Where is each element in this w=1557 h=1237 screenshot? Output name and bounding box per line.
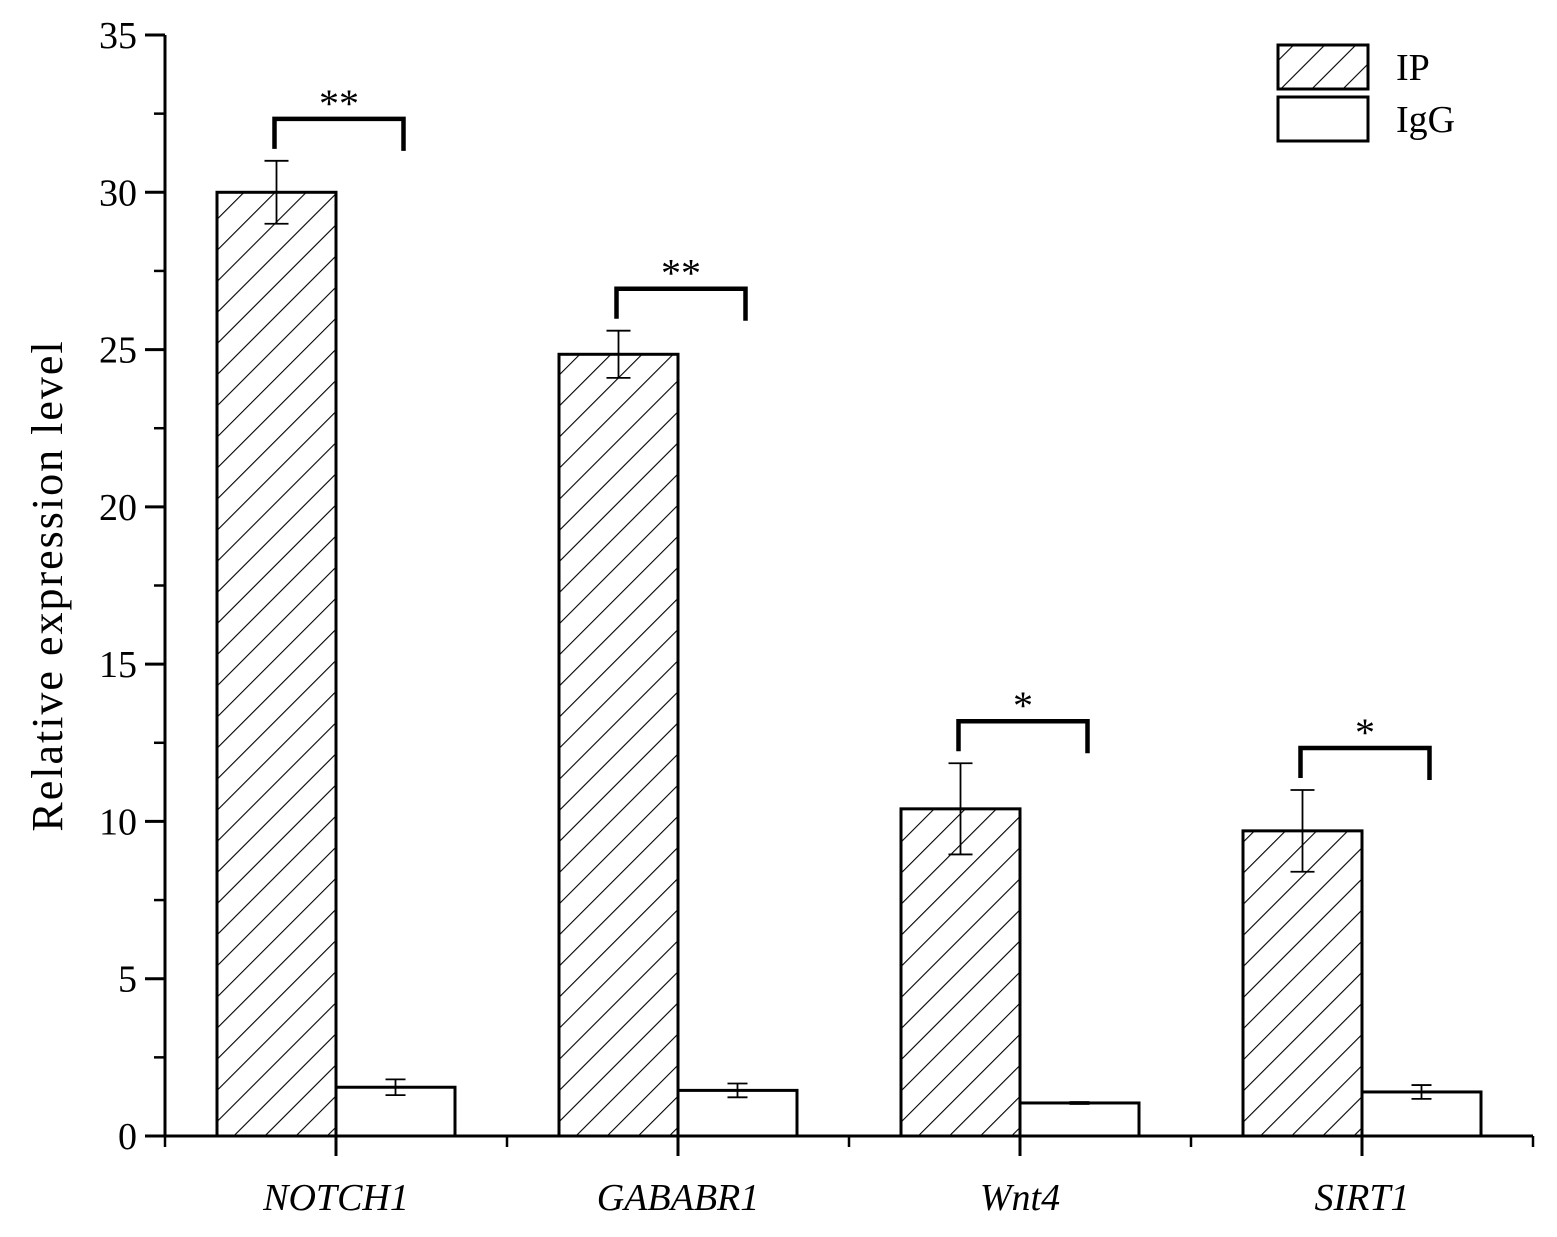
y-tick-label: 20 [99, 487, 137, 529]
y-tick-label: 10 [99, 801, 137, 843]
error-bars [264, 159, 1432, 1105]
significance-label: * [1013, 683, 1033, 728]
y-tick-label: 5 [118, 959, 137, 1001]
y-tick-label: 25 [99, 330, 137, 372]
x-tick-label: NOTCH1 [262, 1177, 409, 1219]
bars [215, 190, 1483, 1138]
legend: IP IgG [1276, 43, 1455, 143]
y-tick-label: 15 [99, 644, 137, 686]
legend-swatch-igg [1276, 95, 1370, 143]
bar-ip [557, 352, 680, 1138]
legend-swatch-ip [1276, 43, 1370, 91]
significance-brackets: ****** [272, 81, 1432, 780]
significance-bracket [956, 718, 1090, 754]
x-tick-label: Wnt4 [980, 1177, 1060, 1219]
y-axis-title: Relative expression level [23, 339, 72, 831]
bar-igg [1018, 1101, 1141, 1138]
y-tick-label: 35 [99, 15, 137, 57]
bar-ip [215, 190, 338, 1138]
x-tick-label: SIRT1 [1315, 1177, 1410, 1219]
bar-ip [1241, 829, 1364, 1138]
significance-bracket [272, 116, 406, 151]
legend-label-igg: IgG [1396, 99, 1455, 141]
x-tick-label: GABABR1 [597, 1177, 760, 1219]
significance-label: ** [319, 81, 359, 126]
significance-label: * [1355, 710, 1375, 755]
y-tick-label: 30 [99, 172, 137, 214]
significance-bracket [614, 286, 748, 321]
y-tick-label: 0 [118, 1116, 137, 1158]
legend-label-ip: IP [1396, 47, 1430, 89]
significance-label: ** [661, 251, 701, 296]
significance-bracket [1298, 745, 1432, 780]
bar-ip [899, 807, 1022, 1138]
